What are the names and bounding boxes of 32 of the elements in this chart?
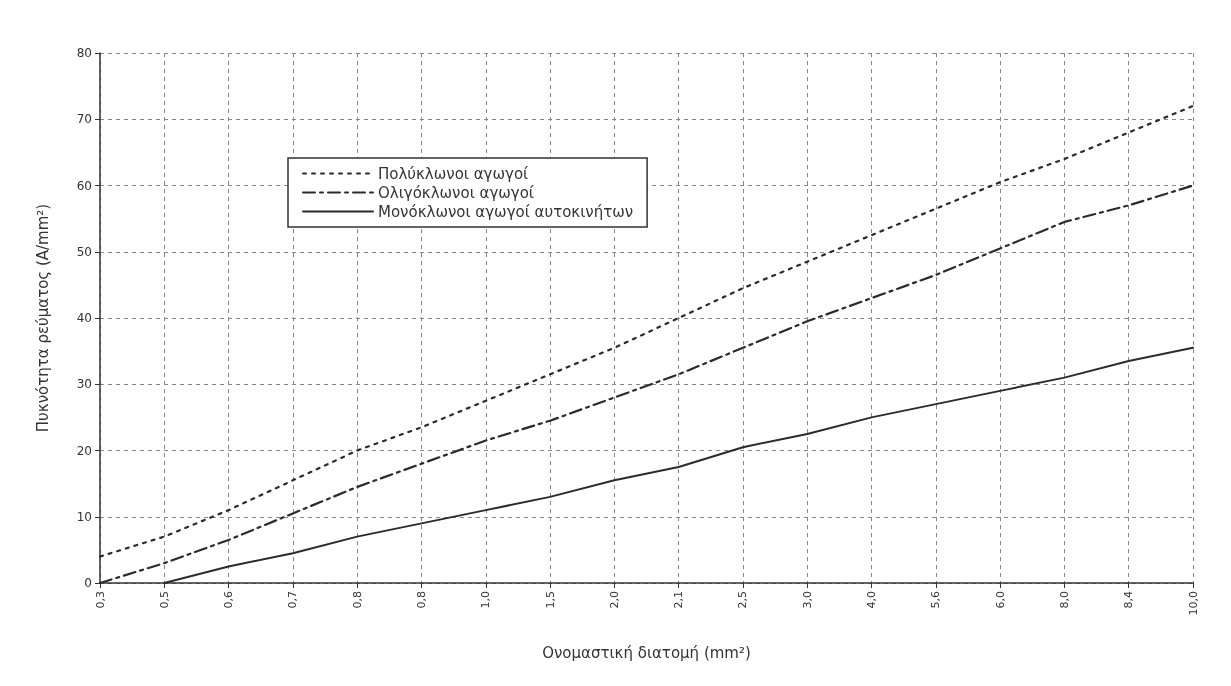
x-tick-label: 3,0 [800,591,814,609]
x-tick-label: 2,1 [672,591,686,609]
x-tick-label: 1,5 [543,591,557,609]
legend-label: Μονόκλωνοι αγωγοί αυτοκινήτων [378,202,634,221]
y-tick-label: 80 [76,46,92,60]
x-axis-title: Ονομαστική διατομή (mm²) [542,643,751,662]
x-tick-label: 1,0 [479,591,493,609]
x-tick-label: 4,0 [865,591,879,609]
y-tick-label: 30 [76,377,92,392]
x-tick-label: 8,0 [1057,591,1071,609]
x-tick-label: 0,5 [157,591,171,609]
x-tick-label: 0,8 [414,591,428,609]
y-tick-label: 0 [84,576,92,590]
y-tick-label: 70 [76,112,92,127]
y-tick-label: 20 [76,443,92,458]
x-tick-label: 10,0 [1186,591,1200,616]
y-axis-title: Πυκνότητα ρεύματος (A/mm²) [33,203,52,433]
y-tick-label: 40 [76,311,92,325]
x-tick-label: 2,0 [607,591,621,609]
x-tick-label: 0,6 [222,591,236,609]
legend-label: Πολύκλωνοι αγωγοί [378,164,529,183]
x-tick-label: 8,4 [1122,591,1136,609]
legend-label: Ολιγόκλωνοι αγωγοί [378,183,534,202]
y-tick-label: 10 [76,509,92,524]
y-tick-label: 50 [76,244,92,259]
x-tick-label: 6,0 [993,591,1007,609]
y-tick-label: 60 [76,178,92,193]
x-tick-label: 0,7 [286,591,300,609]
x-tick-label: 0,8 [350,591,364,609]
x-tick-label: 2,5 [736,591,750,609]
x-tick-label: 5,6 [929,591,943,609]
x-tick-label: 0,3 [93,591,107,609]
